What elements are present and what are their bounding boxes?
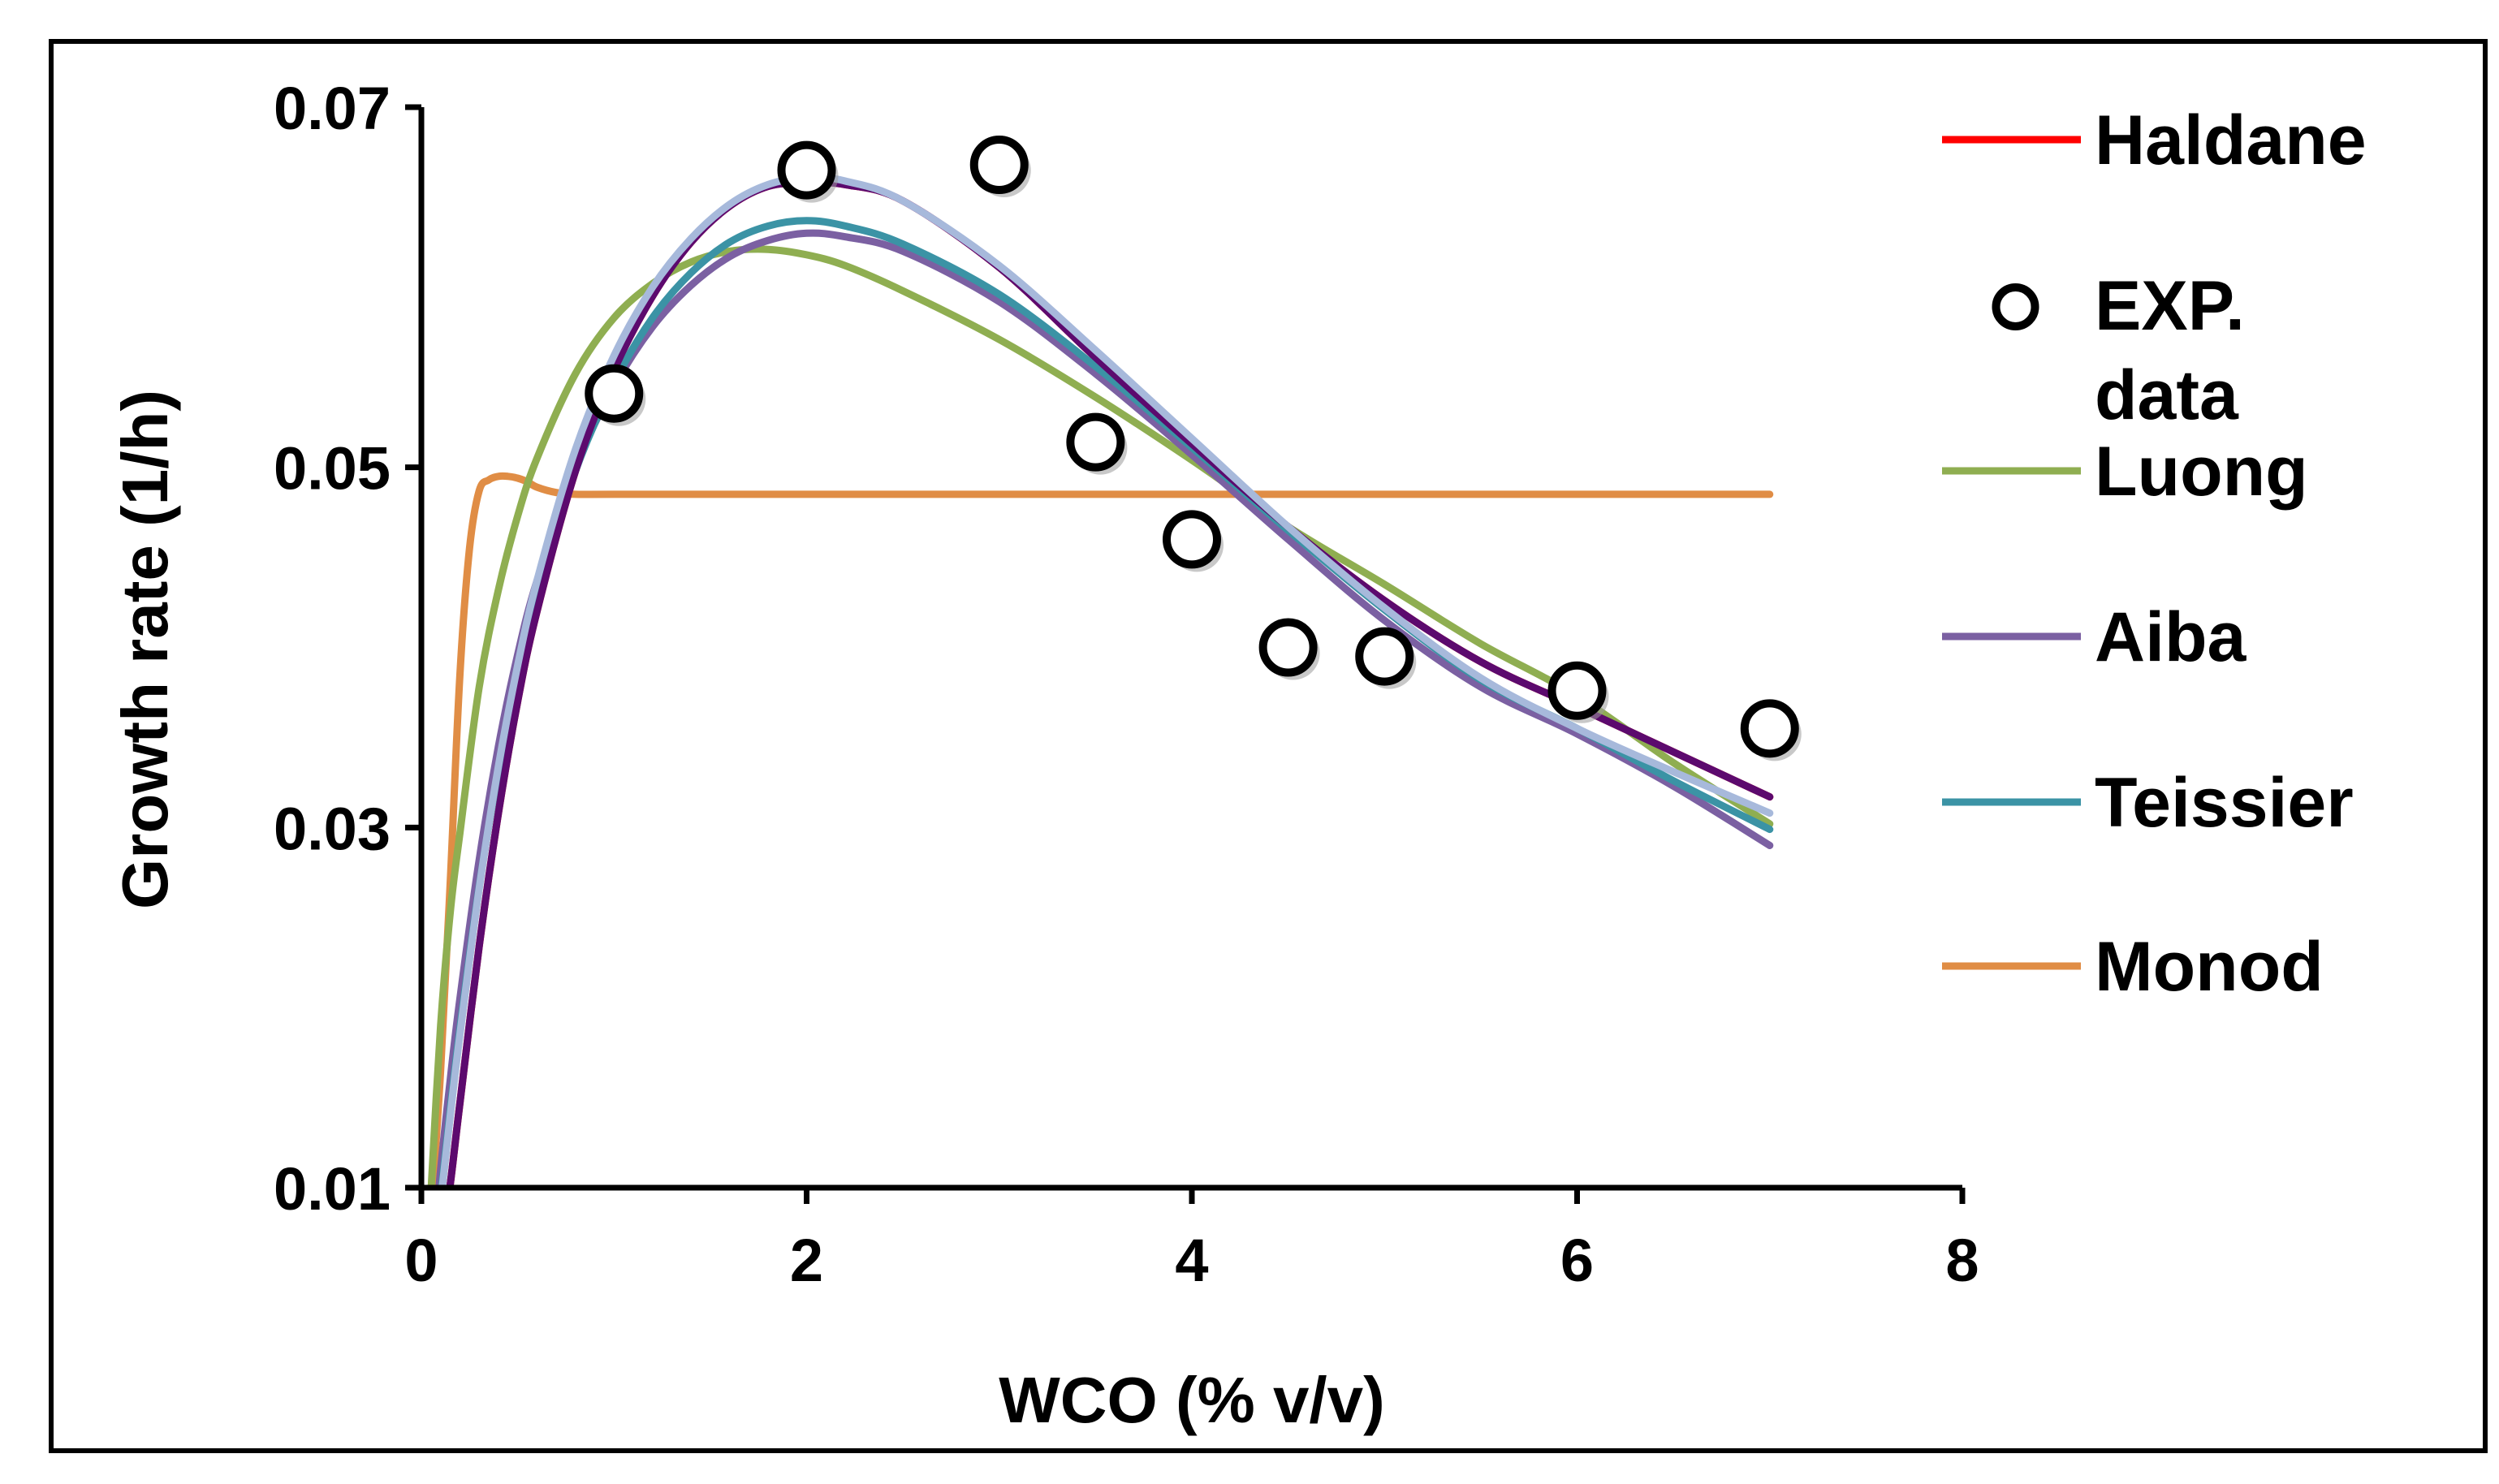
exp-marker: [1355, 627, 1414, 686]
legend-label: Monod: [2095, 928, 2324, 1006]
legend-label: Teissier: [2095, 764, 2354, 842]
x-tick-label: 0: [404, 1227, 438, 1294]
x-tick-label: 2: [790, 1227, 823, 1294]
exp-marker: [777, 140, 836, 200]
exp-marker: [1163, 510, 1221, 569]
series-line-monod: [429, 472, 1774, 1188]
exp-marker: [1547, 661, 1607, 720]
series-line-extra-6: [438, 173, 1774, 1188]
y-tick-label: 0.05: [274, 435, 391, 503]
legend-item-teissier: Teissier: [1942, 764, 2354, 842]
legend-item-exp-data: EXP. data: [1992, 267, 2245, 434]
legend-item-aiba: Aiba: [1942, 598, 2247, 676]
axes: [418, 107, 1962, 1191]
axis-ticks: 0.01 0.03 0.05 0.07 0 2 4 6 8: [274, 75, 1979, 1294]
series-line-luong: [427, 245, 1774, 1188]
y-tick-label: 0.01: [274, 1155, 391, 1223]
legend-label: data: [2095, 356, 2239, 434]
y-axis-title: Growth rate (1/h): [109, 390, 181, 909]
y-tick-label: 0.03: [274, 795, 391, 862]
legend-item-luong: Luong: [1942, 433, 2308, 511]
exp-marker: [1258, 618, 1318, 677]
x-tick-label: 8: [1945, 1227, 1979, 1294]
legend-item-haldane: Haldane: [1942, 101, 2367, 179]
legend-marker: [1992, 283, 2039, 330]
legend-label: EXP.: [2095, 267, 2245, 345]
exp-marker: [585, 364, 644, 423]
y-tick-label: 0.07: [274, 75, 391, 142]
exp-marker: [969, 135, 1029, 194]
exp-marker: [1740, 699, 1799, 758]
x-tick-label: 6: [1560, 1227, 1594, 1294]
legend-item-monod: Monod: [1942, 928, 2324, 1006]
exp-markers: [585, 135, 1802, 761]
series-line-aiba: [435, 229, 1774, 1188]
series-curves: [427, 173, 1774, 1188]
legend-label: Aiba: [2095, 598, 2247, 676]
x-tick-label: 4: [1175, 1227, 1208, 1294]
legend-label: Haldane: [2095, 101, 2367, 179]
x-axis-title: WCO (% v/v): [999, 1364, 1385, 1436]
exp-marker: [1066, 412, 1125, 472]
legend-label: Luong: [2095, 433, 2308, 511]
